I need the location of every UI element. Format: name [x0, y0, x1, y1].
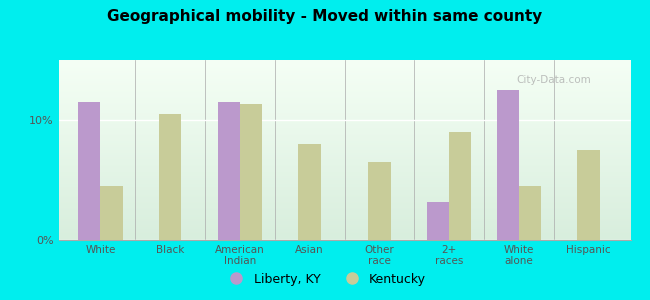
Bar: [577, 150, 600, 240]
Text: Geographical mobility - Moved within same county: Geographical mobility - Moved within sam…: [107, 9, 543, 24]
Bar: [449, 132, 471, 240]
Bar: [240, 104, 262, 240]
Bar: [427, 202, 449, 240]
Bar: [78, 102, 100, 240]
Bar: [159, 114, 181, 240]
Bar: [368, 162, 391, 240]
Text: City-Data.com: City-Data.com: [517, 75, 592, 85]
Bar: [298, 144, 321, 240]
Bar: [218, 102, 240, 240]
Bar: [100, 186, 123, 240]
Bar: [519, 186, 541, 240]
Bar: [497, 90, 519, 240]
Legend: Liberty, KY, Kentucky: Liberty, KY, Kentucky: [219, 268, 431, 291]
